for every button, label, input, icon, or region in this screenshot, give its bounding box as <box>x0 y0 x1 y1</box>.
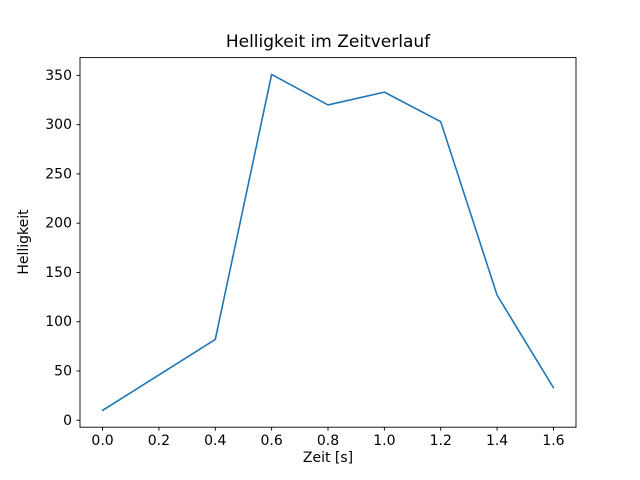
y-tick-label: 350 <box>45 68 72 84</box>
y-tick-label: 250 <box>45 166 72 182</box>
y-tick-label: 100 <box>45 314 72 330</box>
y-axis-label: Helligkeit <box>16 209 32 275</box>
x-tick-label: 0.4 <box>204 433 226 449</box>
chart-title: Helligkeit im Zeitverlauf <box>226 32 431 52</box>
y-tick-label: 0 <box>63 413 72 429</box>
x-tick-label: 0.6 <box>261 433 283 449</box>
x-tick-label: 1.2 <box>430 433 452 449</box>
x-tick-label: 0.8 <box>317 433 339 449</box>
y-tick-label: 300 <box>45 117 72 133</box>
x-tick-label: 1.0 <box>373 433 395 449</box>
y-tick-label: 150 <box>45 265 72 281</box>
x-tick-label: 1.4 <box>486 433 508 449</box>
y-tick-label: 200 <box>45 216 72 232</box>
data-line <box>101 73 555 412</box>
x-tick-label: 1.6 <box>542 433 564 449</box>
axes-border <box>79 57 577 428</box>
y-tick-label: 50 <box>54 363 72 379</box>
x-tick-label: 0.2 <box>148 433 170 449</box>
x-tick-label: 0.0 <box>91 433 113 449</box>
plot-area: 0.0 0.2 0.4 0.6 0.8 1.0 1.2 1.4 1.6 0 50 100 150 200 2… <box>45 57 577 449</box>
x-axis-label: Zeit [s] <box>303 450 353 466</box>
